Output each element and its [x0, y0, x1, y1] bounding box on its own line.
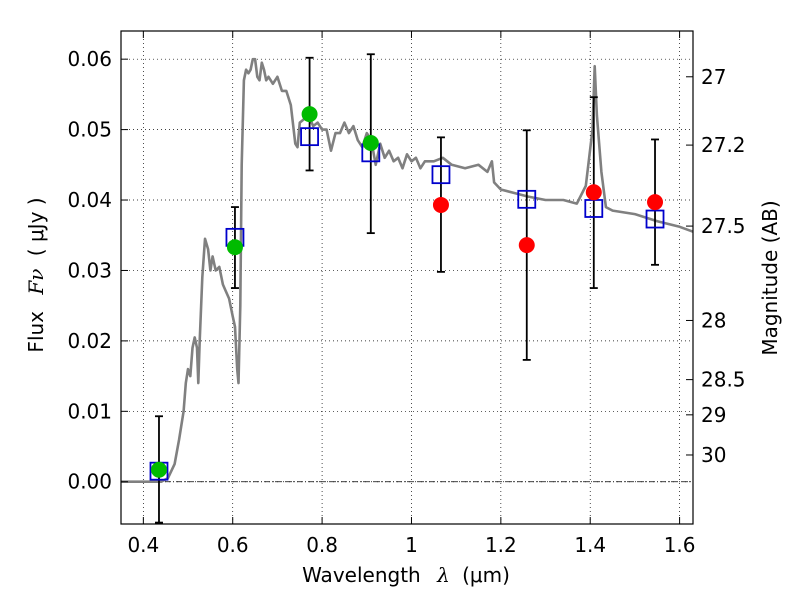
right-tick-label: 27 — [701, 65, 726, 89]
y-axis-title: Flux Fν ( μJy ) — [24, 197, 48, 352]
observed-point — [585, 184, 602, 201]
observed-point — [301, 106, 318, 123]
right-tick-label: 28.5 — [701, 368, 746, 392]
y-tick-label: 0.03 — [67, 258, 112, 282]
observed-point — [150, 461, 167, 478]
y-tick-label: 0.00 — [67, 470, 112, 494]
x-tick-label: 1.2 — [485, 533, 517, 557]
x-tick-label: 1 — [405, 533, 418, 557]
model-flux-square — [300, 127, 319, 147]
y-tick-label: 0.06 — [67, 47, 112, 71]
right-tick-label: 29 — [701, 403, 726, 427]
x-axis-unit: (μm) — [462, 563, 510, 587]
plot-frame — [120, 30, 694, 525]
y-axis-ticks: 0.00 0.01 0.02 0.03 0.04 0.05 0.06 — [67, 47, 128, 494]
observed-point — [432, 196, 449, 213]
model-flux-square — [431, 165, 451, 185]
y-axis-symbol: Fν — [24, 269, 48, 296]
x-tick-label: 0.6 — [217, 533, 249, 557]
x-tick-label: 0.8 — [306, 533, 338, 557]
observed-point — [226, 239, 243, 256]
right-axis-title: Magnitude (AB) — [758, 200, 782, 355]
x-axis-label: Wavelength — [302, 563, 421, 587]
x-tick-label: 0.4 — [127, 533, 159, 557]
model-flux-square — [645, 209, 665, 229]
model-flux-square — [517, 189, 537, 209]
x-axis-title: Wavelength λ (μm) — [302, 563, 510, 587]
observed-point — [362, 134, 379, 151]
observed-point — [518, 237, 535, 254]
right-tick-label: 27.5 — [701, 214, 746, 238]
y-tick-label: 0.05 — [67, 118, 112, 142]
x-axis-symbol: λ — [436, 563, 450, 587]
y-axis-unit: ( μJy ) — [24, 197, 48, 256]
observed-point — [647, 194, 664, 211]
right-tick-label: 30 — [701, 443, 726, 467]
x-tick-label: 1.6 — [664, 533, 696, 557]
right-axis-ticks: 27 27.2 27.5 28 28.5 29 30 — [686, 65, 746, 467]
right-tick-label: 28 — [701, 308, 726, 332]
x-axis-ticks: 0.4 0.6 0.8 1 1.2 1.4 1.6 — [127, 31, 696, 557]
y-tick-label: 0.01 — [67, 399, 112, 423]
y-axis-label: Flux — [24, 311, 48, 353]
x-tick-label: 1.4 — [574, 533, 606, 557]
observed-points — [150, 106, 664, 478]
y-tick-label: 0.04 — [67, 188, 112, 212]
right-tick-label: 27.2 — [701, 133, 746, 157]
y-tick-label: 0.02 — [67, 329, 112, 353]
